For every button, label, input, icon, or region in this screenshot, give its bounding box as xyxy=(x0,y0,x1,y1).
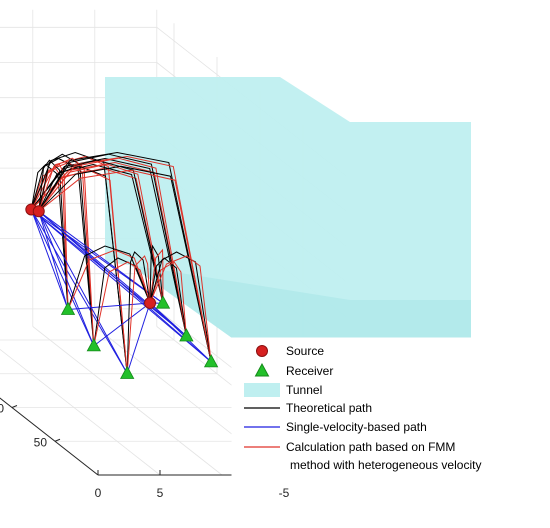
theoretical-path xyxy=(38,159,164,304)
fmm-calculation-path xyxy=(38,157,95,346)
y-tick-mark xyxy=(54,438,61,442)
fmm-calculation-path xyxy=(149,255,212,362)
single-velocity-path xyxy=(67,302,151,310)
legend-label: Source xyxy=(286,344,324,358)
theoretical-path xyxy=(126,251,151,374)
legend-label: Single-velocity-based path xyxy=(286,420,427,434)
single-velocity-path xyxy=(30,209,128,374)
y-tick-label: 50 xyxy=(34,435,48,449)
single-velocity-path xyxy=(30,209,69,310)
theoretical-path xyxy=(38,165,212,363)
legend-label: Receiver xyxy=(286,364,333,378)
receiver-marker xyxy=(179,328,194,342)
fmm-calculation-path xyxy=(67,249,151,310)
fmm-calculation-path xyxy=(38,169,128,374)
tunnel-surface xyxy=(105,77,471,338)
grid-line xyxy=(32,326,223,476)
data-markers xyxy=(25,203,219,379)
single-velocity-path xyxy=(38,211,69,310)
y-axis-line xyxy=(0,397,99,476)
fmm-calculation-path xyxy=(93,261,151,347)
x-tick-label: 5 xyxy=(157,486,164,500)
receiver-marker xyxy=(60,301,76,315)
y-tick-label: 100 xyxy=(0,402,4,416)
single-velocity-path xyxy=(38,210,128,374)
single-velocity-path xyxy=(126,302,151,374)
legend-label: Calculation path based on FMM xyxy=(286,440,455,454)
fmm-calculation-path xyxy=(149,261,187,337)
theoretical-path xyxy=(93,257,151,346)
theoretical-path xyxy=(38,165,128,374)
theoretical-path xyxy=(67,245,151,310)
source-marker xyxy=(144,296,157,309)
legend-tunnel-swatch xyxy=(244,383,280,397)
theoretical-path xyxy=(30,163,69,310)
fmm-calculation-path xyxy=(38,169,212,362)
receiver-marker xyxy=(155,295,171,309)
theoretical-path xyxy=(38,153,187,337)
tunnel-bottom-face xyxy=(130,265,471,338)
single-velocity-path xyxy=(30,209,95,347)
source-marker xyxy=(32,205,45,218)
fmm-calculation-path xyxy=(30,167,69,310)
single-velocity-path xyxy=(149,302,212,363)
fmm-calculation-path xyxy=(38,157,187,337)
legend-source-swatch xyxy=(256,345,268,357)
legend-label: Theoretical path xyxy=(286,401,372,415)
single-velocity-path xyxy=(31,209,164,304)
receiver-marker xyxy=(203,354,219,368)
fmm-calculation-path xyxy=(149,248,164,304)
y-tick-mark xyxy=(11,405,18,408)
legend-receiver-swatch xyxy=(254,362,270,377)
legend-label-line2: method with heterogeneous velocity xyxy=(290,458,481,472)
theoretical-path xyxy=(149,257,187,337)
single-velocity-path xyxy=(38,210,164,304)
receiver-marker xyxy=(86,338,101,352)
single-velocity-path xyxy=(38,210,187,337)
grid-line xyxy=(0,397,99,476)
single-velocity-path xyxy=(30,209,212,363)
single-velocity-path xyxy=(93,302,151,347)
x-tick-label: -5 xyxy=(279,486,290,500)
legend: Source Receiver Tunnel Theoretical path Sing… xyxy=(231,337,521,479)
tunnel-side-face xyxy=(105,77,471,338)
theoretical-path xyxy=(38,159,69,310)
tick-labels: 86420-2-4-6-82001501005005-5 xyxy=(0,402,290,501)
single-velocity-path xyxy=(38,211,95,347)
theoretical-path xyxy=(38,153,95,346)
theoretical-path xyxy=(149,251,212,362)
theoretical-path xyxy=(30,151,212,363)
receiver-marker xyxy=(120,365,135,379)
fmm-calculation-path xyxy=(126,255,151,374)
x-tick-label: 0 xyxy=(95,486,102,500)
grid-line xyxy=(0,348,161,476)
legend-label: Tunnel xyxy=(286,383,322,397)
